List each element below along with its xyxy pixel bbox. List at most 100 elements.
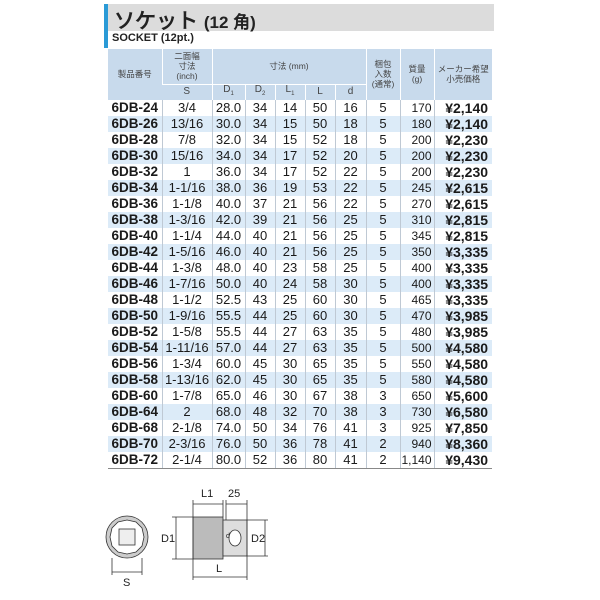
cell-d1: 55.5 <box>211 323 245 340</box>
cell-d1: 40.0 <box>211 195 245 212</box>
table-row: 6DB-26 13/16 30.0 34 15 50 18 5 180 ¥2,140 <box>108 115 493 132</box>
cell-l1: 30 <box>274 387 305 404</box>
cell-pack-qty: 5 <box>365 179 401 196</box>
cell-s: 1-7/16 <box>161 275 212 292</box>
cell-d: 41 <box>334 435 367 452</box>
cell-d: 25 <box>334 243 367 260</box>
cell-mass: 480 <box>399 323 435 340</box>
cell-price: ¥9,430 <box>433 451 493 469</box>
cell-pack-qty: 5 <box>365 243 401 260</box>
cell-l1: 32 <box>274 403 305 420</box>
label-s: S <box>123 577 130 589</box>
cell-d1: 76.0 <box>211 435 245 452</box>
cell-l: 65 <box>304 355 335 372</box>
cell-d2: 34 <box>244 99 275 116</box>
cell-part-no: 6DB-30 <box>108 147 162 164</box>
cell-s: 3/4 <box>161 99 212 116</box>
cell-mass: 470 <box>399 307 435 324</box>
cell-d1: 36.0 <box>211 163 245 180</box>
label-25: 25 <box>228 488 240 500</box>
cell-l1: 21 <box>274 243 305 260</box>
cell-d1: 74.0 <box>211 419 245 436</box>
cell-s: 1-9/16 <box>161 307 212 324</box>
cell-pack-qty: 5 <box>365 163 401 180</box>
cell-d2: 40 <box>244 227 275 244</box>
cell-d: 30 <box>334 291 367 308</box>
header-s: 二面幅 寸法 (inch) <box>161 49 212 84</box>
cell-part-no: 6DB-52 <box>111 323 159 339</box>
cell-d2: 44 <box>244 307 275 324</box>
label-d1: D1 <box>161 533 175 545</box>
cell-mass: 465 <box>399 291 435 308</box>
cell-l: 65 <box>304 371 335 388</box>
cell-l: 76 <box>304 419 335 436</box>
cell-l1: 25 <box>274 307 305 324</box>
cell-d2: 34 <box>244 163 275 180</box>
socket-diagram: S D1 D2 L1 25 L d <box>105 488 268 589</box>
cell-l1: 30 <box>274 371 305 388</box>
page-title: ソケット (12 角) <box>114 5 256 35</box>
header-price: メーカー希望 小売価格 <box>433 49 493 100</box>
cell-d1: 28.0 <box>211 99 245 116</box>
cell-d1: 52.5 <box>211 291 245 308</box>
cell-s: 1-13/16 <box>161 371 212 388</box>
cell-mass: 180 <box>399 115 435 132</box>
cell-pack-qty: 3 <box>365 419 401 436</box>
header-dims: 寸法 (mm) <box>211 49 367 84</box>
cell-mass: 1,140 <box>399 451 435 469</box>
cell-price: ¥3,335 <box>433 243 493 260</box>
table-row: 6DB-68 2-1/8 74.0 50 34 76 41 3 925 ¥7,850 <box>108 419 493 436</box>
label-d: d <box>226 533 230 540</box>
cell-part-no: 6DB-26 <box>108 115 162 132</box>
cell-d1: 68.0 <box>211 403 245 420</box>
cell-d: 18 <box>334 131 367 148</box>
cell-s: 7/8 <box>161 131 212 148</box>
cell-part-no: 6DB-36 <box>111 195 159 211</box>
cell-l1: 14 <box>274 99 305 116</box>
cell-pack-qty: 3 <box>365 387 401 404</box>
cell-d2: 37 <box>244 195 275 212</box>
cell-part-no: 6DB-56 <box>111 355 159 371</box>
cell-price: ¥6,580 <box>433 403 493 420</box>
cell-mass: 500 <box>399 339 435 356</box>
cell-s: 13/16 <box>161 115 212 132</box>
cell-s: 1 <box>161 163 212 180</box>
cell-mass: 550 <box>399 355 435 372</box>
cell-l1: 21 <box>274 211 305 228</box>
cell-d2: 48 <box>244 403 275 420</box>
cell-pack-qty: 5 <box>365 307 401 324</box>
cell-d1: 44.0 <box>211 227 245 244</box>
cell-d1: 48.0 <box>211 259 245 276</box>
cell-d2: 45 <box>244 355 275 372</box>
table-row: 6DB-46 1-7/16 50.0 40 24 58 30 5 400 ¥3,335 <box>108 275 493 292</box>
cell-pack-qty: 5 <box>365 323 401 340</box>
cell-part-no: 6DB-32 <box>111 163 159 179</box>
table-row: 6DB-42 1-5/16 46.0 40 21 56 25 5 350 ¥3,335 <box>108 243 493 260</box>
cell-d: 22 <box>334 163 367 180</box>
cell-price: ¥2,230 <box>433 147 493 164</box>
cell-l1: 24 <box>274 275 305 292</box>
table-row: 6DB-30 15/16 34.0 34 17 52 20 5 200 ¥2,230 <box>108 147 493 164</box>
header-part-no: 製品番号 <box>108 49 162 100</box>
cell-l: 60 <box>304 291 335 308</box>
cell-price: ¥4,580 <box>433 339 493 356</box>
cell-l1: 27 <box>274 339 305 356</box>
cell-s: 2 <box>161 403 212 420</box>
table-row: 6DB-50 1-9/16 55.5 44 25 60 30 5 470 ¥3,985 <box>108 307 493 324</box>
cell-s: 1-3/8 <box>161 259 212 276</box>
cell-d1: 32.0 <box>211 131 245 148</box>
label-l1: L1 <box>201 488 213 500</box>
cell-part-no: 6DB-60 <box>111 387 159 403</box>
cell-l: 56 <box>304 227 335 244</box>
cell-l1: 17 <box>274 147 305 164</box>
cell-d: 41 <box>334 451 367 469</box>
cell-l: 52 <box>304 131 335 148</box>
cell-price: ¥8,360 <box>433 435 493 452</box>
cell-d1: 38.0 <box>211 179 245 196</box>
cell-d2: 50 <box>244 435 275 452</box>
title-bar: ソケット (12 角) <box>104 4 494 48</box>
cell-l1: 19 <box>274 179 305 196</box>
cell-d2: 34 <box>244 131 275 148</box>
cell-part-no: 6DB-40 <box>111 227 159 243</box>
cell-price: ¥3,985 <box>433 323 493 340</box>
